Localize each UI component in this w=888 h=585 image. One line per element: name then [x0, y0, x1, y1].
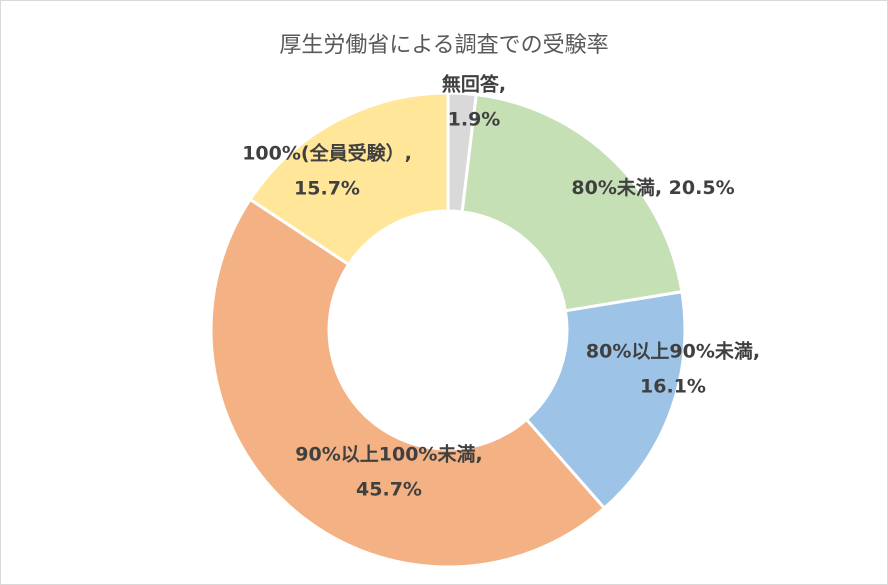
- donut-slice-5: [248, 91, 450, 266]
- data-label-4-line-1: 90%以上100%未満,: [295, 443, 482, 466]
- data-label-2: 80%未満, 20.5%: [571, 176, 734, 199]
- donut-slice-3: [524, 290, 687, 510]
- data-label-5-line-1: 100%(全員受験）,: [242, 142, 412, 165]
- data-label-5: 100%(全員受験）, 15.7%: [242, 142, 412, 200]
- donut-slice-2: [460, 93, 684, 313]
- donut-slice-4: [209, 197, 606, 569]
- data-label-3-line-1: 80%以上90%未満,: [586, 340, 760, 363]
- data-label-4: 90%以上100%未満, 45.7%: [295, 443, 482, 501]
- data-label-1: 無回答, 1.9%: [442, 73, 506, 131]
- data-label-1-line-2: 1.9%: [448, 109, 501, 131]
- data-label-5-line-2: 15.7%: [294, 178, 360, 200]
- slices-layer: [209, 91, 687, 569]
- labels-layer: 無回答, 1.9% 80%未満, 20.5% 80%以上90%未満, 16.1% 90%以…: [242, 73, 760, 501]
- data-label-3: 80%以上90%未満, 16.1%: [586, 340, 760, 398]
- chart-title: 厚生労働省による調査での受験率: [279, 33, 609, 58]
- data-label-2-line-1: 80%未満, 20.5%: [571, 176, 734, 199]
- data-label-3-line-2: 16.1%: [640, 376, 706, 398]
- data-label-4-line-2: 45.7%: [356, 479, 422, 501]
- data-label-1-line-1: 無回答,: [442, 73, 506, 96]
